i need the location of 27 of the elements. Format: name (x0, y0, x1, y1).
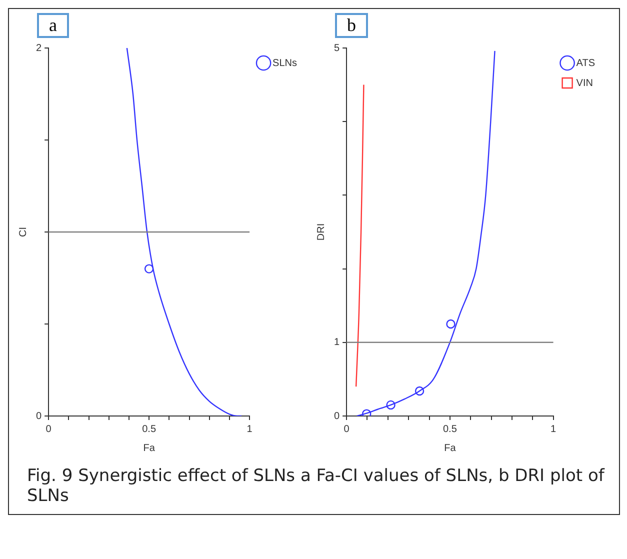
chart-title: a (37, 13, 69, 38)
y-tick-label: 5 (334, 42, 340, 54)
line-series (355, 84, 364, 388)
point (362, 409, 372, 416)
x-tick-label: 0 (46, 424, 52, 435)
point (414, 386, 424, 396)
y-tick-label: 2 (36, 42, 42, 54)
y-axis-title: CI (18, 227, 29, 237)
legend-label: SLNs (272, 58, 297, 69)
legend-label: ATS (576, 58, 596, 69)
legend-label: VIN (576, 78, 593, 89)
x-tick-label: 1 (246, 424, 253, 435)
x-tick-label: 0 (344, 424, 350, 435)
point (446, 319, 456, 329)
x-axis-title: Fa (444, 442, 456, 454)
caption: Fig. 9 Synergistic effect of SLNs a Fa-CI values of SLNs, b DRI plot of SLNs (26, 465, 606, 506)
x-tick-label: 0.5 (442, 424, 458, 435)
chart-title: b (335, 13, 368, 38)
x-tick-label: 0.5 (142, 424, 156, 435)
x-axis-title: Fa (143, 442, 156, 454)
line-series (126, 48, 242, 416)
y-axis-title: DRI (316, 223, 327, 241)
x-tick-label: 1 (550, 424, 557, 435)
point (386, 400, 396, 410)
y-tick-label: 1 (334, 337, 340, 348)
y-tick-label: 0 (334, 410, 340, 422)
line-series (356, 50, 496, 416)
